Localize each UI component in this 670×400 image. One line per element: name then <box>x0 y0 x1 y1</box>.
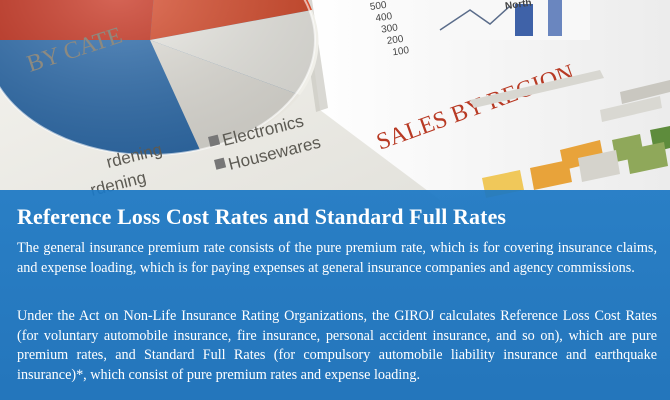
axis-tick: 400 <box>375 11 393 24</box>
paragraph-premium-rate: The general insurance premium rate consi… <box>17 240 657 276</box>
paragraph-giroj-rates: Under the Act on Non-Life Insurance Rati… <box>17 308 657 383</box>
axis-category: North <box>504 0 532 12</box>
legend-marker <box>214 157 227 170</box>
pie-chart-graphic <box>0 0 319 156</box>
legend-marker <box>208 134 221 147</box>
axis-tick: 500 <box>369 0 387 13</box>
axis-tick: 100 <box>392 45 410 58</box>
mini-bar-chart-graphic <box>430 0 590 40</box>
axis-tick: 300 <box>380 22 398 35</box>
axis-tick: 200 <box>386 34 404 47</box>
section-title: Reference Loss Cost Rates and Standard F… <box>17 204 507 229</box>
text-overlay <box>0 190 670 400</box>
